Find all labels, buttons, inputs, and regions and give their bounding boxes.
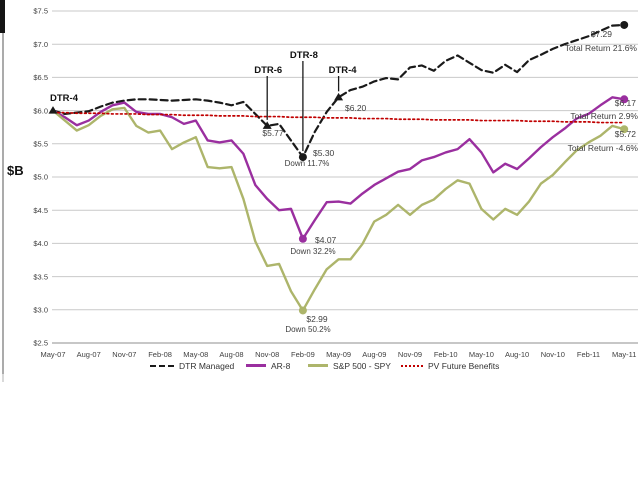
- legend-item-ar-8: AR-8: [246, 359, 290, 372]
- svg-text:$5.77: $5.77: [262, 128, 284, 138]
- svg-text:DTR-4: DTR-4: [50, 93, 79, 104]
- svg-text:$6.5: $6.5: [33, 73, 48, 82]
- svg-text:$3.0: $3.0: [33, 306, 48, 315]
- svg-text:May-10: May-10: [469, 350, 494, 359]
- svg-text:$6.17: $6.17: [615, 98, 637, 108]
- svg-text:Feb-10: Feb-10: [434, 350, 458, 359]
- svg-text:$5.5: $5.5: [33, 140, 48, 149]
- svg-text:$7.29: $7.29: [591, 29, 613, 39]
- legend-label-dtr-managed: DTR Managed: [179, 360, 235, 371]
- svg-text:Total Return -4.6%: Total Return -4.6%: [568, 143, 639, 153]
- ar-8-line-sample: [246, 364, 266, 367]
- svg-text:Nov-08: Nov-08: [255, 350, 279, 359]
- svg-text:DTR-8: DTR-8: [290, 50, 318, 61]
- line-chart: $7.5 $7.0 $6.5 $6.0 $5.5 $5.0 $4.5 $4.0 $3.5 $3.0…: [33, 7, 639, 359]
- svg-text:$4.0: $4.0: [33, 239, 48, 248]
- page-edge-artifact: [0, 0, 5, 33]
- svg-text:Aug-07: Aug-07: [77, 350, 101, 359]
- svg-text:May-08: May-08: [183, 350, 208, 359]
- svg-text:Down 32.2%: Down 32.2%: [290, 247, 335, 256]
- svg-text:$3.5: $3.5: [33, 272, 48, 281]
- svg-text:Down 50.2%: Down 50.2%: [285, 325, 330, 334]
- dtr-managed-line-sample: [150, 364, 174, 367]
- svg-text:DTR-4: DTR-4: [329, 65, 358, 76]
- svg-text:$5.30: $5.30: [313, 148, 335, 158]
- svg-text:Aug-09: Aug-09: [362, 350, 386, 359]
- page-edge-fade: [2, 374, 4, 382]
- svg-text:$5.0: $5.0: [33, 173, 48, 182]
- svg-text:Feb-09: Feb-09: [291, 350, 315, 359]
- svg-text:Total Return 21.6%: Total Return 21.6%: [565, 43, 638, 53]
- svg-text:$6.20: $6.20: [345, 103, 367, 113]
- svg-text:$4.07: $4.07: [315, 235, 337, 245]
- svg-text:$5.72: $5.72: [615, 129, 637, 139]
- legend-item-dtr-managed: DTR Managed: [150, 359, 234, 372]
- svg-text:$2.5: $2.5: [33, 339, 48, 348]
- svg-text:May-07: May-07: [40, 350, 65, 359]
- y-axis-title: $B: [7, 163, 24, 178]
- svg-text:May-09: May-09: [326, 350, 351, 359]
- svg-text:Feb-08: Feb-08: [148, 350, 172, 359]
- svg-text:$2.99: $2.99: [306, 314, 328, 324]
- svg-text:Aug-08: Aug-08: [219, 350, 243, 359]
- legend-label-ar-8: AR-8: [271, 360, 291, 371]
- legend-item-sp500-spy: S&P 500 - SPY: [308, 359, 391, 372]
- svg-text:Feb-11: Feb-11: [577, 350, 600, 359]
- svg-text:$7.0: $7.0: [33, 40, 48, 49]
- legend-label-pv-future-benefits: PV Future Benefits: [428, 360, 500, 371]
- svg-text:Nov-07: Nov-07: [112, 350, 136, 359]
- svg-text:May-11: May-11: [612, 350, 636, 359]
- svg-text:Nov-10: Nov-10: [541, 350, 565, 359]
- svg-text:Down 11.7%: Down 11.7%: [285, 159, 330, 168]
- page-edge-line: [2, 33, 4, 379]
- svg-text:Total Return 2.9%: Total Return 2.9%: [570, 111, 638, 121]
- pv-future-benefits-line-sample: [401, 364, 423, 367]
- svg-text:Aug-10: Aug-10: [505, 350, 529, 359]
- svg-text:$7.5: $7.5: [33, 7, 48, 16]
- legend-item-pv-future-benefits: PV Future Benefits: [401, 359, 499, 372]
- legend-label-sp500-spy: S&P 500 - SPY: [333, 360, 391, 371]
- svg-text:DTR-6: DTR-6: [254, 65, 282, 76]
- svg-text:$6.0: $6.0: [33, 106, 48, 115]
- svg-text:Nov-09: Nov-09: [398, 350, 422, 359]
- svg-text:$4.5: $4.5: [33, 206, 48, 215]
- sp500-spy-line-sample: [308, 364, 328, 367]
